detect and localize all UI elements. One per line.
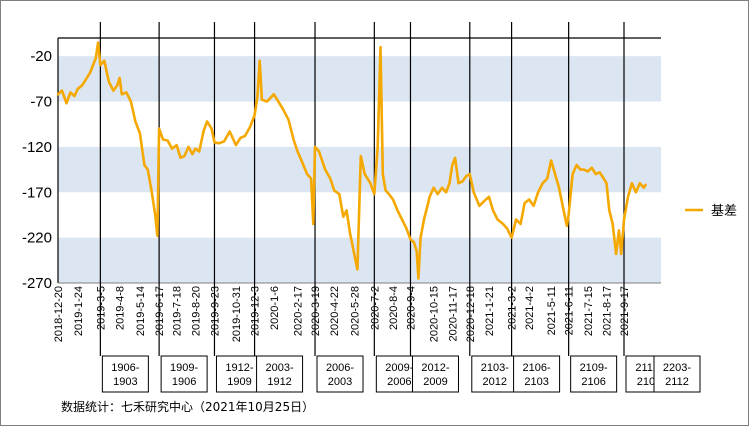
x-tick-label-28: 2021-8-17 [601,286,613,336]
legend-label-0: 基差 [711,203,737,218]
contract-label-4-a: 2006- [326,362,354,374]
shade-band-2 [58,237,661,283]
contract-label-4-b: 2003 [328,376,352,388]
x-tick-label-9: 2019-10-31 [231,286,243,342]
x-tick-label-21: 2020-12-18 [465,286,477,342]
contract-box-4 [316,355,364,393]
shade-band-0 [58,56,661,102]
y-tick-label-5: -270 [22,275,52,292]
source-note: 数据统计：七禾研究中心（2021年10月25日） [61,400,315,414]
contract-box-2 [215,355,263,393]
contract-box-3 [256,355,304,393]
contract-label-9-b: 2106 [581,376,605,388]
contract-label-1-b: 1906 [172,376,196,388]
contract-label-5-b: 2006 [387,376,411,388]
x-tick-label-20: 2020-11-17 [447,286,459,341]
x-tick-label-5: 2019-6-17 [154,286,166,336]
x-tick-label-18: 2020-9-4 [405,286,417,330]
y-tick-label-4: -220 [22,230,52,247]
x-tick-label-8: 2019-9-23 [209,286,221,336]
contract-label-0-a: 1906- [111,362,139,374]
y-tick-label-3: -170 [22,184,52,201]
contract-label-7-a: 2103- [481,362,509,374]
x-tick-label-6: 2019-7-18 [172,286,184,336]
contract-label-11-a: 2203- [663,362,691,374]
x-tick-label-7: 2019-8-20 [190,286,202,336]
contract-label-8-a: 2106- [523,362,551,374]
contract-label-8-b: 2103 [524,376,548,388]
x-tick-label-17: 2020-8-4 [388,286,400,330]
x-tick-label-23: 2021-3-2 [507,286,519,330]
contract-label-2-b: 1909 [227,376,251,388]
contract-box-0 [101,355,149,393]
x-tick-label-16: 2020-7-2 [369,286,381,330]
x-tick-label-4: 2019-5-14 [135,286,147,336]
x-tick-label-12: 2020-2-17 [293,286,305,336]
y-tick-label-1: -70 [30,94,52,111]
contract-label-11-b: 2112 [665,376,689,388]
contract-label-5-a: 2009- [385,362,413,374]
x-tick-label-22: 2021-1-21 [484,286,496,336]
x-tick-label-2: 2019-3-5 [95,286,107,330]
contract-box-8 [513,355,561,393]
contract-label-6-b: 2009 [423,376,447,388]
x-tick-label-14: 2020-4-22 [329,286,341,336]
x-tick-label-13: 2020-3-19 [310,286,322,336]
contract-box-11 [653,355,701,393]
x-tick-label-19: 2020-10-15 [429,286,441,342]
contract-label-2-a: 1912- [225,362,253,374]
series-line-0 [56,41,647,280]
contract-box-9 [570,355,618,393]
contract-label-7-b: 2012 [483,376,507,388]
y-tick-label-2: -120 [22,139,52,156]
x-tick-label-29: 2021-9-17 [619,286,631,336]
x-tick-label-10: 2019-12-3 [250,286,262,336]
x-tick-label-11: 2020-1-6 [269,286,281,330]
contract-label-3-a: 2003- [266,362,294,374]
x-tick-label-3: 2019-4-8 [115,286,127,330]
x-tick-label-27: 2021-7-15 [583,286,595,336]
contract-label-9-a: 2109- [580,362,608,374]
contract-box-1 [160,355,208,393]
x-tick-label-0: 2018-12-20 [53,286,65,342]
contract-label-6-a: 2012- [421,362,449,374]
contract-label-3-b: 1912 [267,376,291,388]
x-tick-label-1: 2019-1-24 [73,286,85,336]
contract-box-6 [411,355,459,393]
x-tick-label-25: 2021-5-11 [546,286,558,335]
x-tick-label-24: 2021-4-2 [524,286,536,330]
y-tick-label-0: -20 [30,48,52,65]
contract-label-0-b: 1903 [113,376,137,388]
contract-label-1-a: 1909- [170,362,198,374]
x-tick-label-15: 2020-5-28 [350,286,362,336]
x-tick-label-26: 2021-6-11 [564,286,576,335]
